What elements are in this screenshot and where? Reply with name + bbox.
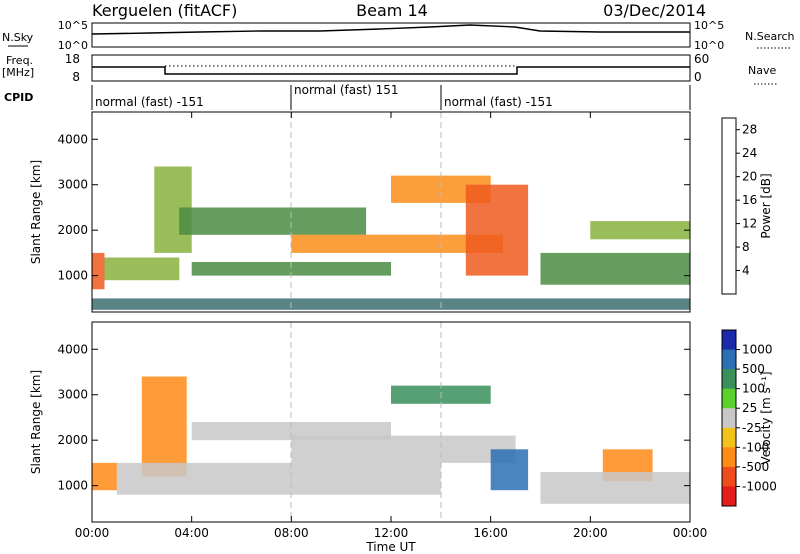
nsearch-tick-bottom: 10^0 xyxy=(694,39,724,52)
cpid-segment-1: normal (fast) -151 xyxy=(95,95,204,109)
velocity-panel: 1000 2000 3000 4000 00:00 04:00 08:00 12:00 16:… xyxy=(29,112,707,554)
velocity-colorbar-label-4: -25 xyxy=(742,421,762,435)
velocity-colorbar-label-3: 25 xyxy=(742,401,757,415)
nsearch-label: N.Search xyxy=(745,30,795,43)
velocity-colorbar-swatch-6 xyxy=(722,447,736,468)
velocity-heatmap xyxy=(92,376,690,504)
power-colorbar-label-1: 8 xyxy=(742,240,750,254)
cpid-label: CPID xyxy=(4,91,33,104)
power-colorbar-label: Power [dB] xyxy=(759,173,773,238)
freq-strip: Freq. [MHz] 18 8 60 0 Nave xyxy=(2,52,778,85)
velocity-ylabel: Slant Range [km] xyxy=(29,370,43,474)
power-band-8 xyxy=(540,252,690,285)
velocity-band-4 xyxy=(291,435,516,463)
freq-trace xyxy=(92,66,690,75)
station-title: Kerguelen (fitACF) xyxy=(92,1,237,20)
cpid-segment-3: normal (fast) -151 xyxy=(444,95,553,109)
freq-tick-top: 18 xyxy=(65,52,80,66)
velocity-xlabel: Time UT xyxy=(365,540,416,554)
velocity-xtick-label-2: 08:00 xyxy=(274,526,309,540)
power-colorbar-label-5: 24 xyxy=(742,146,757,160)
velocity-colorbar-label-7: -1000 xyxy=(742,479,777,493)
velocity-colorbar-swatch-2 xyxy=(722,369,736,390)
power-ytick-label-1: 2000 xyxy=(57,223,88,237)
velocity-colorbar-label-0: 1000 xyxy=(742,343,773,357)
velocity-band-2 xyxy=(116,462,441,495)
power-ytick-label-0: 1000 xyxy=(57,269,88,283)
velocity-ytick-label-1: 2000 xyxy=(57,433,88,447)
velocity-xtick-label-5: 20:00 xyxy=(573,526,608,540)
power-band-1 xyxy=(104,257,180,281)
power-heatmap xyxy=(92,166,690,310)
nsky-tick-bottom: 10^0 xyxy=(58,39,88,52)
power-band-7 xyxy=(465,184,529,276)
velocity-colorbar-label: Velocity [m s⁻¹] xyxy=(759,371,773,464)
velocity-colorbar-swatch-0 xyxy=(722,330,736,350)
nsky-trace xyxy=(91,24,690,35)
nsky-label: N.Sky xyxy=(2,31,34,44)
velocity-ytick-label-3: 4000 xyxy=(57,342,88,356)
velocity-ytick-label-2: 3000 xyxy=(57,388,88,402)
velocity-colorbar-swatch-8 xyxy=(722,486,736,507)
nave-tick-top: 60 xyxy=(694,52,709,66)
freq-tick-bottom: 8 xyxy=(72,70,80,84)
velocity-colorbar-swatch-5 xyxy=(722,427,736,448)
velocity-band-1 xyxy=(141,376,187,477)
nave-label: Nave xyxy=(748,64,776,77)
power-band-10 xyxy=(92,298,690,310)
power-colorbar-label-0: 4 xyxy=(742,264,750,278)
power-band-4 xyxy=(179,207,367,235)
velocity-colorbar-swatch-1 xyxy=(722,349,736,370)
power-colorbar-label-4: 20 xyxy=(742,170,757,184)
velocity-band-8 xyxy=(540,472,690,504)
nsky-tick-top: 10^5 xyxy=(58,19,88,32)
velocity-colorbar-swatch-3 xyxy=(722,388,736,409)
power-band-0 xyxy=(92,252,105,290)
velocity-colorbar-swatch-7 xyxy=(722,466,736,487)
freq-unit: [MHz] xyxy=(2,66,34,79)
cpid-segment-2: normal (fast) 151 xyxy=(294,83,398,97)
date-title: 03/Dec/2014 xyxy=(603,1,706,20)
velocity-xtick-label-0: 00:00 xyxy=(75,526,110,540)
nave-tick-bottom: 0 xyxy=(694,70,702,84)
power-ytick-label-2: 3000 xyxy=(57,178,88,192)
power-ylabel: Slant Range [km] xyxy=(29,160,43,264)
cpid-strip: CPID normal (fast) -151 normal (fast) 15… xyxy=(4,83,691,110)
velocity-xtick-label-3: 12:00 xyxy=(374,526,409,540)
velocity-xtick-label-1: 04:00 xyxy=(174,526,209,540)
velocity-band-6 xyxy=(490,449,529,491)
velocity-xtick-label-6: 00:00 xyxy=(673,526,708,540)
velocity-ytick-label-0: 1000 xyxy=(57,479,88,493)
nsearch-tick-top: 10^5 xyxy=(694,19,724,32)
velocity-colorbar-label-1: 500 xyxy=(742,362,765,376)
velocity-colorbar-label-6: -500 xyxy=(742,460,769,474)
freq-label: Freq. xyxy=(6,54,33,67)
velocity-xtick-label-4: 16:00 xyxy=(473,526,508,540)
power-panel: 1000 2000 3000 4000 Slant Range [km] xyxy=(29,111,691,313)
beam-title: Beam 14 xyxy=(356,1,428,20)
velocity-colorbar-label-2: 100 xyxy=(742,382,765,396)
power-colorbar: 4 8 12 16 20 24 28 Power [dB] xyxy=(721,117,773,295)
power-ytick-label-3: 4000 xyxy=(57,132,88,146)
power-colorbar-label-6: 28 xyxy=(742,123,757,137)
power-band-5 xyxy=(291,234,504,253)
power-colorbar-label-2: 12 xyxy=(742,217,757,231)
nsky-strip: N.Sky 10^5 10^0 10^5 10^0 N.Search xyxy=(2,19,795,52)
velocity-colorbar-label-5: -100 xyxy=(742,440,769,454)
power-colorbar-label-3: 16 xyxy=(742,193,757,207)
power-band-3 xyxy=(191,262,391,276)
power-band-9 xyxy=(590,221,690,240)
velocity-colorbar-swatch-4 xyxy=(722,408,736,429)
velocity-colorbar: 1000 500 100 25 -25 -100 -500 -1000 Velocity [m… xyxy=(721,329,777,507)
